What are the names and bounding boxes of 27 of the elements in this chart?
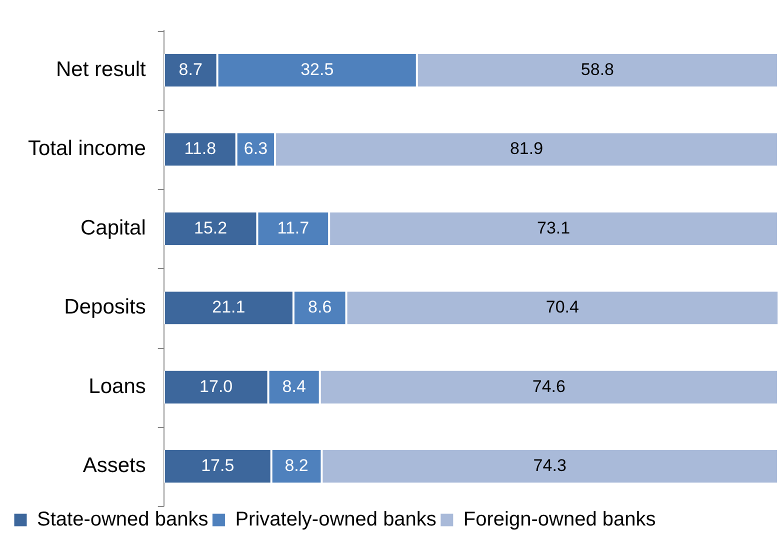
data-label: 11.8 [184,139,216,158]
data-label: 8.4 [282,376,306,396]
data-label: 8.7 [178,60,202,79]
data-label: 81.9 [510,139,544,158]
y-tick-label: Loans [88,374,146,398]
data-label: 58.8 [580,60,614,79]
data-label: 73.1 [536,218,570,238]
legend-label: State-owned banks [37,508,208,531]
data-label: 17.0 [200,376,233,396]
data-label: 17.5 [201,456,234,476]
data-label: 70.4 [546,298,579,317]
y-tick-label: Net result [56,58,146,82]
y-tick-label: Capital [80,216,146,240]
data-label: 32.5 [300,60,334,79]
data-label: 8.6 [308,298,332,317]
data-label: 15.2 [194,218,228,238]
data-label: 8.2 [284,456,308,476]
data-label: 11.7 [277,218,310,238]
data-label: 74.6 [532,376,566,396]
data-label: 74.3 [533,456,566,476]
y-tick-label: Assets [82,454,146,478]
y-tick-label: Total income [28,137,146,160]
legend-label: Privately-owned banks [235,508,436,531]
y-tick-label: Deposits [64,296,146,319]
data-label: 6.3 [244,139,268,158]
legend-label: Foreign-owned banks [463,508,656,531]
data-label: 21.1 [212,298,246,317]
